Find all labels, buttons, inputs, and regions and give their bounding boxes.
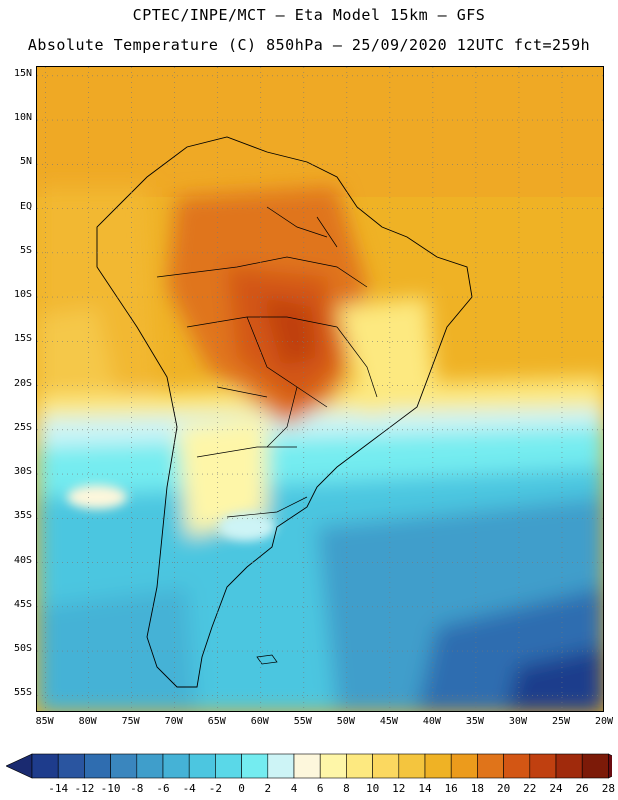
field-andes-yellow xyxy=(177,417,267,537)
colorbar-low-arrow xyxy=(6,753,33,779)
lat-label: 10S xyxy=(13,289,32,301)
colorbar-cell xyxy=(267,753,295,779)
field-caribbean xyxy=(37,67,603,197)
lat-label: 25S xyxy=(13,421,32,433)
lat-label: 10N xyxy=(13,112,32,124)
field-pacific-yellow xyxy=(37,307,117,397)
chart-subtitle: Absolute Temperature (C) 850hPa – 25/09/… xyxy=(27,36,591,54)
colorbar-label: 16 xyxy=(444,782,458,795)
colorbar-cell xyxy=(424,753,452,779)
colorbar-cell xyxy=(57,753,85,779)
lat-label: 15N xyxy=(13,67,32,79)
colorbar-cell xyxy=(84,753,111,779)
colorbar-label: 6 xyxy=(316,782,324,795)
lat-label: EQ xyxy=(19,200,32,212)
colorbar-cell xyxy=(319,753,347,779)
colorbar-cell xyxy=(503,753,531,779)
colorbar-label: 12 xyxy=(392,782,406,795)
lat-label: 35S xyxy=(13,510,32,522)
country-borders xyxy=(156,206,378,518)
colorbar-label: -2 xyxy=(208,782,223,795)
lon-label: 80W xyxy=(78,716,97,727)
colorbar-cell xyxy=(529,753,557,779)
field-pacific-spot xyxy=(67,485,127,509)
lat-label: 55S xyxy=(13,687,32,699)
chart-title: CPTEC/INPE/MCT – Eta Model 15km – GFS xyxy=(132,6,486,24)
field-cold-spot xyxy=(219,513,275,541)
colorbar-label: 28 xyxy=(601,782,616,795)
lon-label: 65W xyxy=(207,716,226,727)
continent-outline xyxy=(96,136,473,688)
colorbar-label: 24 xyxy=(549,782,563,795)
colorbar-label: -8 xyxy=(130,782,144,795)
falklands-outline xyxy=(256,654,278,665)
colorbar-label: 20 xyxy=(496,782,511,795)
colorbar-label: 14 xyxy=(418,782,432,795)
colorbar-label: -14 xyxy=(48,782,69,795)
colorbar-label: 4 xyxy=(290,782,298,795)
lat-label: 45S xyxy=(13,598,32,610)
colorbar-cell xyxy=(31,753,59,779)
colorbar-label: 22 xyxy=(523,782,537,795)
lat-label: 50S xyxy=(13,643,32,655)
colorbar-cell xyxy=(450,753,478,779)
colorbar-label: -4 xyxy=(182,782,196,795)
lon-label: 60W xyxy=(250,716,269,727)
temperature-map xyxy=(36,66,604,712)
colorbar-cell xyxy=(477,753,504,779)
colorbar-cell xyxy=(581,753,609,779)
colorbar-cell xyxy=(346,753,373,779)
lon-label: 30W xyxy=(508,716,527,727)
colorbar-cell xyxy=(188,753,216,779)
colorbar-label: 0 xyxy=(238,782,245,795)
lon-label: 20W xyxy=(594,716,614,727)
colorbar-cell xyxy=(215,753,242,779)
colorbar-cell xyxy=(398,753,426,779)
colorbar-cell xyxy=(372,753,400,779)
colorbar-cell xyxy=(136,753,164,779)
colorbar-label: -12 xyxy=(74,782,95,795)
colorbar-cell xyxy=(241,753,269,779)
colorbar-label: 2 xyxy=(264,782,272,795)
map-canvas xyxy=(37,67,603,711)
field-hottest xyxy=(262,297,317,367)
lat-label: 15S xyxy=(13,333,32,345)
colorbar-label: 18 xyxy=(470,782,485,795)
lon-label: 25W xyxy=(551,716,570,727)
lon-label: 55W xyxy=(293,716,312,727)
colorbar-label: 8 xyxy=(343,782,350,795)
lon-label: 75W xyxy=(121,716,140,727)
lat-label: 5S xyxy=(19,244,32,256)
lat-label: 30S xyxy=(13,466,32,478)
field-brazil-east xyxy=(337,297,437,417)
coastal-details xyxy=(67,485,275,541)
colorbar-cell xyxy=(110,753,138,779)
colorbar-cells xyxy=(6,753,612,779)
temperature-field xyxy=(37,187,603,711)
lat-label: 20S xyxy=(13,377,32,389)
colorbar-high-arrow xyxy=(608,753,612,779)
lat-label: 5N xyxy=(19,156,32,168)
colorbar-cell xyxy=(293,753,321,779)
colorbar-label: 10 xyxy=(365,782,380,795)
colorbar xyxy=(6,753,612,779)
field-sw-pacific xyxy=(37,587,197,711)
lon-label: 50W xyxy=(336,716,355,727)
lon-label: 40W xyxy=(422,716,441,727)
colorbar-label: -10 xyxy=(100,782,121,795)
lon-label: 35W xyxy=(465,716,484,727)
lon-label: 45W xyxy=(379,716,398,727)
colorbar-cell xyxy=(162,753,190,779)
colorbar-cell xyxy=(555,753,583,779)
colorbar-label: 26 xyxy=(575,782,589,795)
lon-label: 70W xyxy=(164,716,183,727)
lat-label: 40S xyxy=(13,554,32,566)
lon-label: 85W xyxy=(35,716,54,727)
colorbar-label: -6 xyxy=(156,782,170,795)
field-coldest xyxy=(507,647,603,711)
